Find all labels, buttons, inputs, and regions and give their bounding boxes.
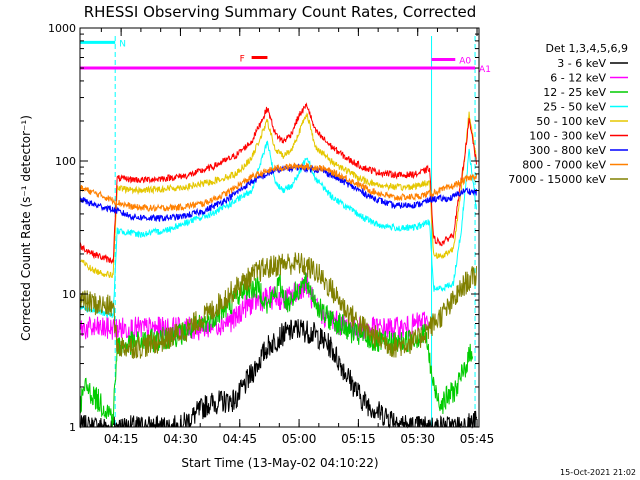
legend-title: Det 1,3,4,5,6,9: [545, 42, 628, 55]
series-line: [79, 111, 477, 279]
x-tick-label: 04:15: [104, 432, 139, 446]
x-tick-label: 04:30: [163, 432, 198, 446]
y-tick-label: 10: [62, 288, 76, 301]
legend-label: 25 - 50 keV: [543, 101, 606, 114]
x-axis-label: Start Time (13-May-02 04:10:22): [181, 456, 378, 470]
legend-label: 7000 - 15000 keV: [508, 173, 606, 186]
annotation-label: A0: [459, 56, 471, 66]
annotation-label: A1: [479, 65, 491, 75]
series-line: [79, 162, 477, 212]
x-tick-label: 05:45: [460, 432, 495, 446]
y-tick-label: 1: [69, 421, 76, 434]
legend-label: 6 - 12 keV: [550, 72, 606, 85]
legend-label: 300 - 800 keV: [529, 144, 606, 157]
legend-label: 800 - 7000 keV: [522, 159, 606, 172]
x-tick-label: 04:45: [222, 432, 257, 446]
y-tick-label: 100: [55, 155, 76, 168]
plot-frame: [79, 27, 480, 428]
y-axis-label: Corrected Count Rate (s⁻¹ detector⁻¹): [19, 115, 33, 341]
legend-label: 12 - 25 keV: [543, 86, 606, 99]
y-tick-label: 1000: [48, 22, 76, 35]
series-line: [79, 140, 477, 319]
legend-label: 100 - 300 keV: [529, 130, 606, 143]
legend-label: 3 - 6 keV: [557, 57, 606, 70]
x-tick-label: 05:30: [400, 432, 435, 446]
legend-label: 50 - 100 keV: [536, 115, 606, 128]
x-tick-label: 05:00: [282, 432, 317, 446]
timestamp: 15-Oct-2021 21:02: [560, 468, 636, 477]
series-line: [79, 252, 477, 359]
series-line: [79, 319, 478, 429]
series-line: [79, 163, 477, 223]
annotation-label: F: [240, 55, 245, 65]
annotation-label: N: [119, 39, 126, 49]
chart-title: RHESSI Observing Summary Count Rates, Co…: [84, 3, 477, 21]
series-line: [79, 102, 477, 265]
x-tick-label: 05:15: [341, 432, 376, 446]
